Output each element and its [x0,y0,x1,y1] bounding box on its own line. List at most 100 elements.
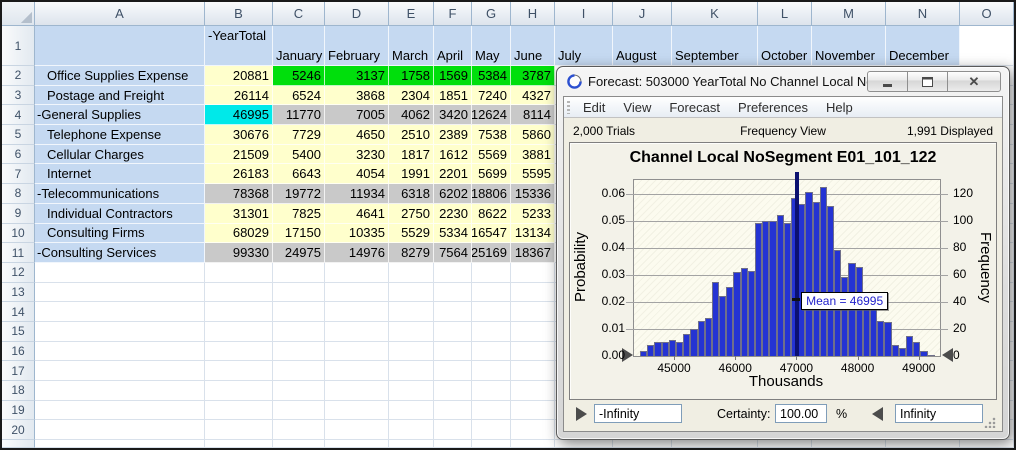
cell-G5[interactable]: 7538 [472,125,511,145]
menu-item-edit[interactable]: Edit [583,99,606,115]
cell-E21[interactable] [389,440,434,448]
cell-D17[interactable] [325,361,389,381]
cell-A17[interactable] [35,361,205,381]
cell-J21[interactable] [613,440,672,448]
cell-B12[interactable] [205,262,273,283]
cell-B19[interactable] [205,400,273,421]
cell-C10[interactable]: 17150 [273,223,325,244]
cell-G16[interactable] [472,341,511,362]
row-header-1[interactable]: 1 [2,26,35,66]
cell-A1[interactable] [35,26,205,66]
column-header-F[interactable]: F [434,2,472,26]
row-header-20[interactable]: 20 [2,420,35,441]
close-button[interactable]: ✕ [947,71,1001,92]
cell-E5[interactable]: 2510 [389,125,434,145]
column-header-I[interactable]: I [555,2,613,26]
cell-H19[interactable] [511,400,555,421]
minimize-button[interactable] [867,71,908,92]
cell-G6[interactable]: 5569 [472,144,511,165]
cell-D20[interactable] [325,420,389,441]
cell-D11[interactable]: 14976 [325,243,389,263]
cell-month-December[interactable]: December [886,26,960,66]
cell-D12[interactable] [325,262,389,283]
column-header-O[interactable]: O [960,2,1014,26]
cell-C8[interactable]: 19772 [273,184,325,204]
menu-item-view[interactable]: View [623,99,652,115]
row-header-9[interactable]: 9 [2,203,35,224]
cell-E16[interactable] [389,341,434,362]
cell-D7[interactable]: 4054 [325,164,389,185]
cell-H4[interactable]: 8114 [511,105,555,126]
cell-D19[interactable] [325,400,389,421]
cell-A20[interactable] [35,420,205,441]
column-header-M[interactable]: M [812,2,886,26]
cell-A13[interactable] [35,282,205,303]
cell-G11[interactable]: 25169 [472,243,511,263]
menu-item-help[interactable]: Help [826,99,853,115]
cell-G10[interactable]: 16547 [472,223,511,244]
cell-B17[interactable] [205,361,273,381]
cell-H6[interactable]: 3881 [511,144,555,165]
cell-G14[interactable] [472,302,511,322]
cell-H18[interactable] [511,381,555,401]
cell-D10[interactable]: 10335 [325,223,389,244]
cell-E8[interactable]: 6318 [389,184,434,204]
cell-F21[interactable] [434,440,472,448]
cell-F14[interactable] [434,302,472,322]
cell-month-May[interactable]: May [472,26,511,66]
cell-D15[interactable] [325,321,389,342]
row-header-10[interactable]: 10 [2,223,35,244]
cell-H10[interactable]: 13134 [511,223,555,244]
cell-D18[interactable] [325,381,389,401]
cell-H14[interactable] [511,302,555,322]
cell-C20[interactable] [273,420,325,441]
row-header-18[interactable]: 18 [2,381,35,401]
cell-B3[interactable]: 26114 [205,85,273,106]
cell-month-September[interactable]: September [672,26,758,66]
cell-month-April[interactable]: April [434,26,472,66]
cell-A6[interactable]: Cellular Charges [35,144,205,165]
cell-B4[interactable]: 46995 [205,105,273,126]
cell-A18[interactable] [35,381,205,401]
cell-C14[interactable] [273,302,325,322]
cell-B6[interactable]: 21509 [205,144,273,165]
cell-O1[interactable] [960,26,1014,66]
row-header-21[interactable] [2,440,35,448]
cell-A14[interactable] [35,302,205,322]
cell-H21[interactable] [511,440,555,448]
cell-D3[interactable]: 3868 [325,85,389,106]
cell-E12[interactable] [389,262,434,283]
cell-F18[interactable] [434,381,472,401]
cell-A16[interactable] [35,341,205,362]
cell-F16[interactable] [434,341,472,362]
row-header-15[interactable]: 15 [2,321,35,342]
cell-D4[interactable]: 7005 [325,105,389,126]
cell-E17[interactable] [389,361,434,381]
cell-G7[interactable]: 5699 [472,164,511,185]
cell-H11[interactable]: 18367 [511,243,555,263]
row-header-13[interactable]: 13 [2,282,35,303]
column-header-B[interactable]: B [205,2,273,26]
cell-F9[interactable]: 2230 [434,203,472,224]
cell-D8[interactable]: 11934 [325,184,389,204]
column-header-K[interactable]: K [672,2,758,26]
range-max-input[interactable] [895,404,983,423]
row-header-2[interactable]: 2 [2,66,35,86]
cell-C18[interactable] [273,381,325,401]
cell-G12[interactable] [472,262,511,283]
cell-H17[interactable] [511,361,555,381]
cell-M21[interactable] [812,440,886,448]
cell-E2[interactable]: 1758 [389,66,434,86]
cell-G13[interactable] [472,282,511,303]
cell-I21[interactable] [555,440,613,448]
cell-N21[interactable] [886,440,960,448]
cell-F3[interactable]: 1851 [434,85,472,106]
cell-B7[interactable]: 26183 [205,164,273,185]
cell-L21[interactable] [758,440,812,448]
cell-D5[interactable]: 4650 [325,125,389,145]
range-max-grabber-icon[interactable] [872,407,883,421]
mean-line[interactable] [795,172,800,356]
cell-H16[interactable] [511,341,555,362]
cell-E13[interactable] [389,282,434,303]
column-header-D[interactable]: D [325,2,389,26]
